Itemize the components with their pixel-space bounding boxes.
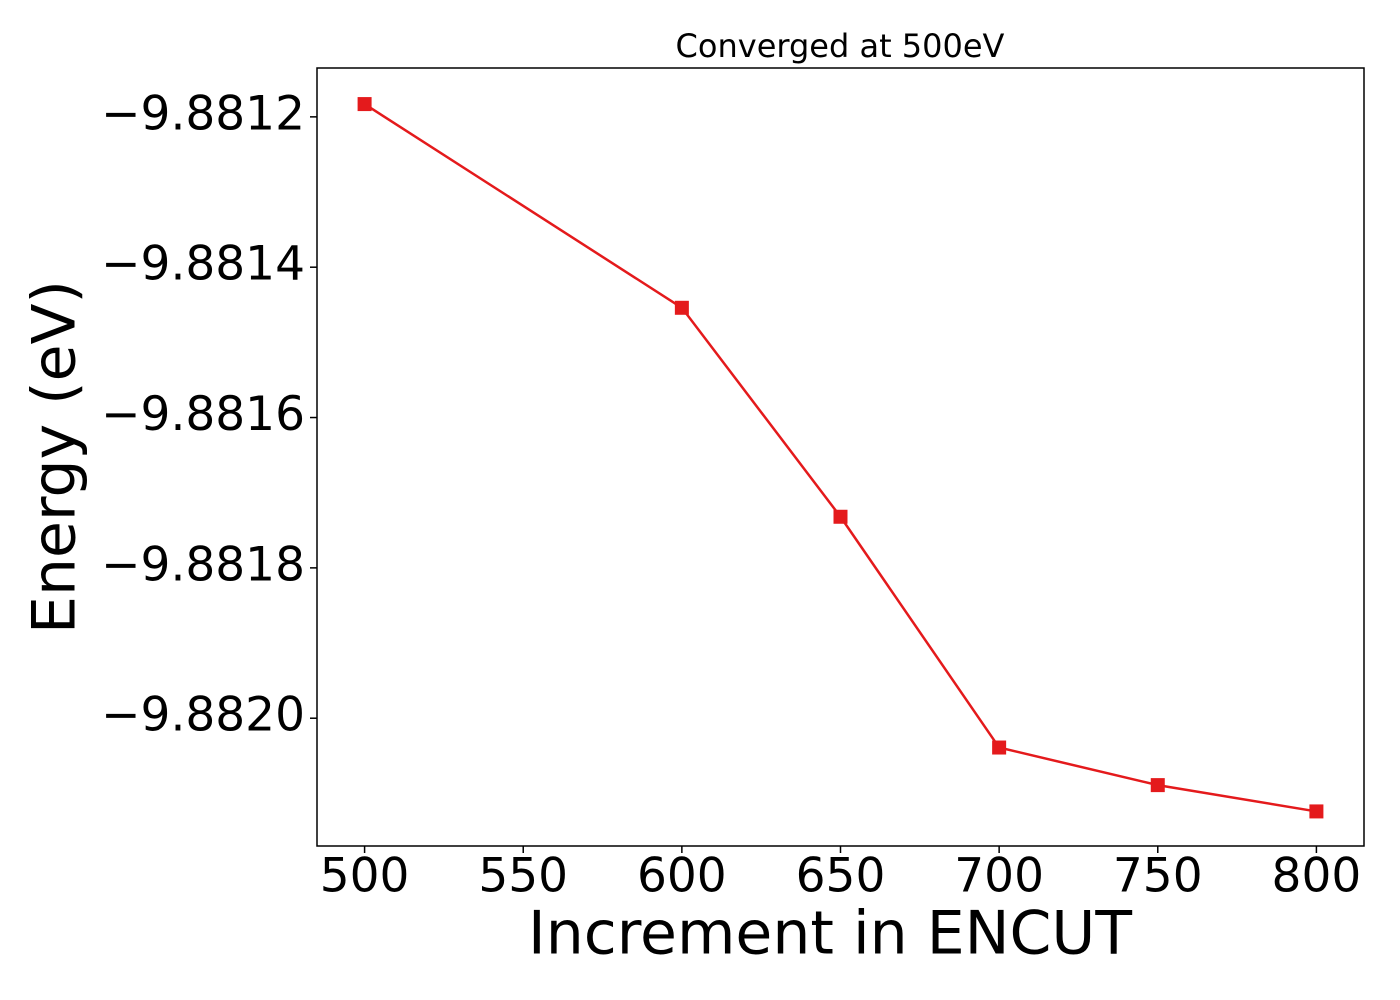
x-tick-label: 650 <box>796 849 886 904</box>
x-tick-label: 600 <box>637 849 727 904</box>
x-tick-label: 750 <box>1113 849 1203 904</box>
line <box>363 103 1317 813</box>
plot-frame <box>316 67 1365 847</box>
marker <box>1309 804 1324 819</box>
marker <box>357 97 372 112</box>
y-tick-label: −9.8812 <box>101 86 305 141</box>
chart-title: Converged at 500eV <box>676 27 1005 65</box>
y-tick-label: −9.8818 <box>101 537 305 592</box>
y-axis-label: Energy (eV) <box>20 280 90 634</box>
marker <box>833 509 848 524</box>
x-tick-label: 550 <box>478 849 568 904</box>
marker <box>674 300 689 315</box>
x-axis-label: Increment in ENCUT <box>528 899 1132 969</box>
x-tick-label: 500 <box>320 849 410 904</box>
y-tick-label: −9.8816 <box>101 387 305 442</box>
y-tick-label: −9.8820 <box>101 688 305 743</box>
y-tick-label: −9.8814 <box>101 237 305 292</box>
marker <box>1150 778 1165 793</box>
x-tick-label: 800 <box>1272 849 1362 904</box>
x-tick-label: 700 <box>954 849 1044 904</box>
marker <box>992 740 1007 755</box>
